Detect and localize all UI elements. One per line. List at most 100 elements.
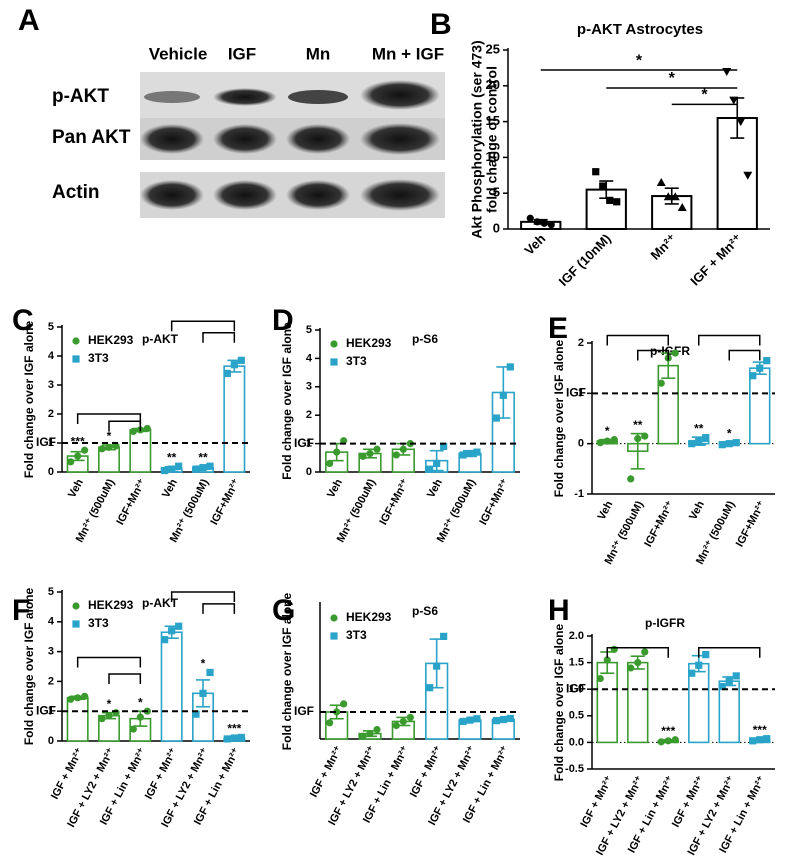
data-point <box>333 448 341 456</box>
legend-label: 3T3 <box>88 616 109 630</box>
reference-label: IGF <box>294 436 314 450</box>
significance-bracket <box>76 656 142 668</box>
data-point <box>725 440 733 448</box>
chart-title: p-IGFR <box>650 344 690 358</box>
panel-letter: A <box>18 4 40 37</box>
data-point <box>230 361 238 369</box>
data-point <box>330 614 338 622</box>
data-point <box>473 448 481 456</box>
x-tick-label: IGF + Mn²⁺ <box>308 744 345 799</box>
chart-panel: Dp-S6 Fold change over IGF alone 0 1 2 3 4 5 Veh… <box>272 304 520 545</box>
data-point <box>72 602 80 610</box>
significance-star: *** <box>661 724 675 738</box>
data-point <box>671 349 679 357</box>
data-point <box>237 356 245 364</box>
legend-label: HEK293 <box>88 333 134 347</box>
y-tick-label: 5 <box>493 185 500 200</box>
blot-band <box>360 123 440 155</box>
data-point <box>657 379 665 387</box>
data-point <box>168 627 176 635</box>
data-point <box>506 363 514 371</box>
x-tick-label: Veh <box>325 477 345 500</box>
data-point <box>749 372 757 380</box>
legend-label: HEK293 <box>88 598 134 612</box>
data-point <box>718 441 726 449</box>
panel-letter: D <box>272 304 294 337</box>
data-point <box>610 436 618 444</box>
y-tick-label: 1.0 <box>569 683 584 695</box>
data-point <box>206 668 214 677</box>
significance-bracket <box>170 591 236 602</box>
x-tick-label: Veh <box>521 231 548 258</box>
data-point <box>540 219 548 227</box>
significance-bracket <box>698 646 761 658</box>
blot-band <box>213 180 277 210</box>
bar <box>627 661 649 744</box>
data-point <box>641 432 649 440</box>
reference-label: IGF <box>36 703 56 717</box>
chart-title: p-IGFR <box>645 616 685 630</box>
legend-label: 3T3 <box>346 628 367 642</box>
significance-label: * <box>701 87 708 104</box>
data-point <box>366 730 374 738</box>
bar <box>160 631 183 742</box>
data-point <box>168 465 176 473</box>
blot-band <box>288 90 348 104</box>
significance-bracket <box>202 603 236 614</box>
y-tick-label: 1 <box>306 438 312 450</box>
bar <box>596 661 618 744</box>
blot-band <box>360 80 440 110</box>
x-tick-label: IGF + Mn²⁺ <box>408 744 445 799</box>
data-point <box>688 440 696 448</box>
y-tick-label: 0.5 <box>569 710 584 722</box>
lane-label: Vehicle <box>149 44 208 63</box>
significance-bracket <box>728 349 761 361</box>
data-point <box>466 716 474 724</box>
data-point <box>725 677 733 685</box>
data-point <box>199 464 207 472</box>
bar <box>223 365 246 473</box>
data-point <box>702 434 710 442</box>
data-point <box>592 168 600 176</box>
data-point <box>732 439 740 447</box>
legend-label: 3T3 <box>88 351 109 365</box>
blot-band <box>144 91 200 103</box>
data-point <box>603 437 611 445</box>
significance-bracket <box>698 334 761 346</box>
data-point <box>206 462 214 470</box>
significance-label: * <box>636 52 643 69</box>
data-point <box>506 714 514 723</box>
y-axis-label: Fold change over IGF alone <box>552 339 566 497</box>
data-point <box>72 620 80 628</box>
significance-bracket <box>606 646 669 658</box>
data-point <box>756 736 764 744</box>
data-point <box>98 445 106 453</box>
y-axis-label: Fold change over IGF alone <box>280 322 294 480</box>
significance-star: * <box>138 695 143 709</box>
panel-letter: C <box>12 304 34 337</box>
significance-bracket <box>108 420 142 432</box>
blot-band <box>140 180 204 210</box>
data-point <box>129 427 137 435</box>
data-point <box>112 442 120 450</box>
data-point <box>373 445 381 453</box>
x-tick-label: IGF+Mn²⁺ <box>114 477 148 527</box>
data-point <box>657 738 665 746</box>
legend-label: HEK293 <box>346 610 392 624</box>
data-point <box>175 462 183 470</box>
x-tick-label: IGF + Mn²⁺ <box>49 746 86 801</box>
x-tick-label: Veh <box>425 477 445 500</box>
y-tick-label: 2 <box>578 337 584 349</box>
y-axis-label: Fold change over IGF alone <box>280 592 294 750</box>
data-point <box>440 442 448 451</box>
data-point <box>74 694 82 702</box>
lane-label: IGF <box>228 44 256 63</box>
data-point <box>606 196 614 204</box>
data-point <box>223 369 231 377</box>
x-tick-label: IGF+Mn²⁺ <box>208 477 242 527</box>
panel-letter: G <box>272 594 295 627</box>
data-point <box>533 218 541 226</box>
blot-band <box>213 124 277 154</box>
